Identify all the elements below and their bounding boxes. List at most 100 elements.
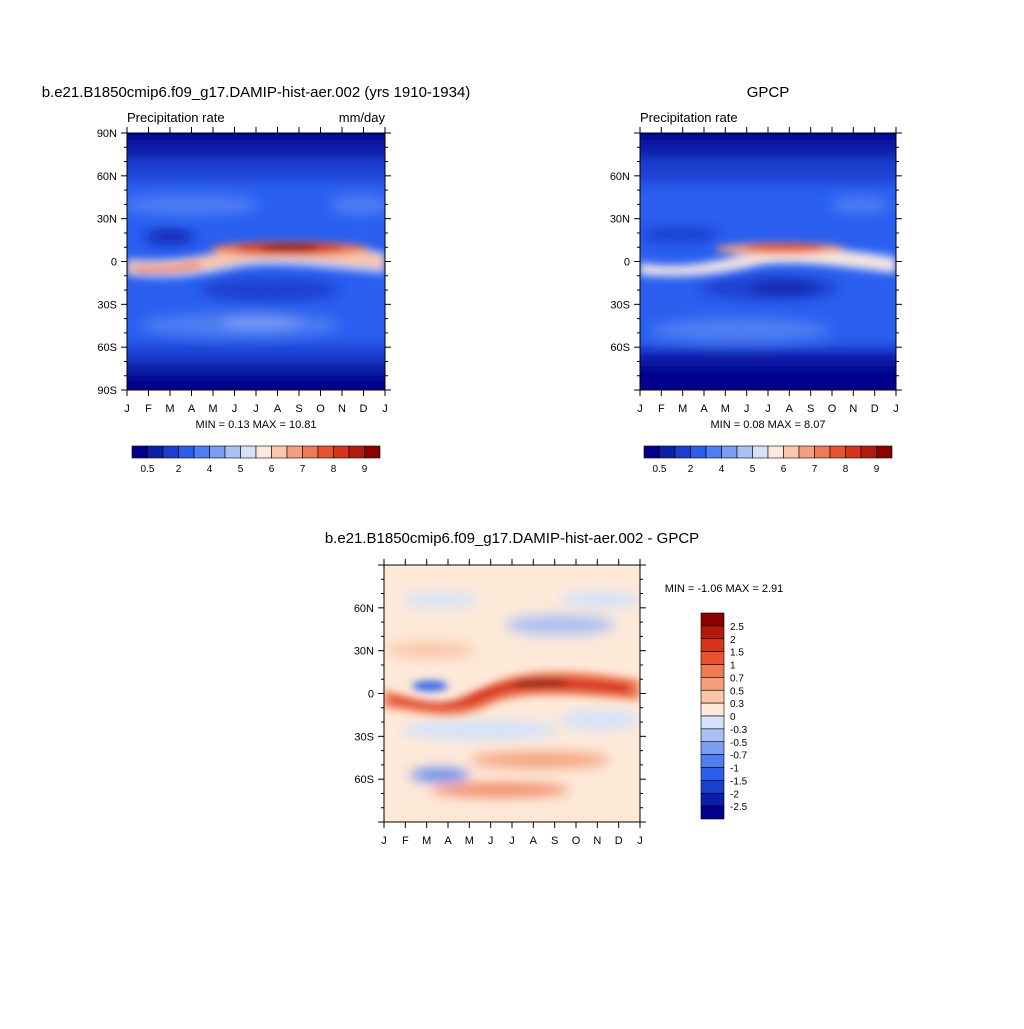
colorbar-swatch bbox=[162, 445, 179, 459]
colorbar-swatch bbox=[224, 445, 241, 459]
x-tick-label: N bbox=[593, 835, 601, 847]
colorbar-swatch bbox=[131, 445, 148, 459]
x-tick-label: O bbox=[828, 403, 837, 415]
colorbar-swatch bbox=[271, 445, 288, 459]
y-tick-label: 60N bbox=[354, 603, 374, 615]
colorbar-swatch bbox=[700, 780, 725, 794]
panel-model: b.e21.B1850cmip6.f09_g17.DAMIP-hist-aer.… bbox=[42, 84, 471, 431]
panel-diff-stats: MIN = -1.06 MAX = 2.91 bbox=[665, 583, 784, 595]
colorbar-swatch bbox=[317, 445, 334, 459]
y-tick-label: 30N bbox=[610, 214, 630, 226]
y-tick-label: 60S bbox=[610, 342, 630, 354]
colorbar-label: 0.5 bbox=[653, 464, 667, 475]
x-tick-label: M bbox=[721, 403, 730, 415]
colorbar-swatch bbox=[860, 445, 877, 459]
x-tick-label: A bbox=[274, 403, 282, 415]
colorbar-swatch bbox=[147, 445, 164, 459]
x-tick-label: S bbox=[295, 403, 302, 415]
colorbar-swatch bbox=[752, 445, 769, 459]
colorbar-swatch bbox=[178, 445, 195, 459]
colorbar-label: 5 bbox=[750, 464, 756, 475]
colorbar-swatch bbox=[348, 445, 365, 459]
x-tick-label: D bbox=[615, 835, 623, 847]
x-tick-label: A bbox=[786, 403, 794, 415]
colorbar-label: -2.5 bbox=[730, 802, 748, 813]
x-tick-label: J bbox=[253, 403, 259, 415]
colorbar-label: -0.7 bbox=[730, 751, 748, 762]
x-tick-label: N bbox=[338, 403, 346, 415]
colorbar-label: 9 bbox=[874, 464, 880, 475]
colorbar-label: 0.5 bbox=[730, 686, 744, 697]
colorbar-label: 2 bbox=[730, 635, 736, 646]
colorbar-swatch bbox=[700, 805, 725, 820]
colorbar-label: 2 bbox=[688, 464, 694, 475]
x-tick-label: J bbox=[637, 835, 643, 847]
colorbar-label: -0.5 bbox=[730, 738, 748, 749]
y-tick-label: 0 bbox=[368, 689, 374, 701]
colorbar-model: 0.5 2 4 5 6 7 8 9 bbox=[131, 445, 381, 475]
x-tick-label: J bbox=[744, 403, 750, 415]
x-tick-label: J bbox=[488, 835, 494, 847]
x-tick-label: J bbox=[509, 835, 515, 847]
colorbar-diff: 2.5 2 1.5 10.7 0.5 0.3 0 -0.3 -0.5 -0.7 -1-1.5 -2 -2… bbox=[700, 612, 748, 820]
colorbar-label: -1.5 bbox=[730, 776, 748, 787]
colorbar-swatch bbox=[700, 767, 725, 781]
x-tick-label: J bbox=[765, 403, 771, 415]
x-tick-label: M bbox=[422, 835, 431, 847]
panel-gpcp-title: GPCP bbox=[747, 84, 790, 101]
panel-gpcp-field bbox=[640, 133, 896, 390]
colorbar-label: 9 bbox=[362, 464, 368, 475]
x-tick-label: O bbox=[572, 835, 581, 847]
colorbar-label: 2 bbox=[176, 464, 182, 475]
panel-model-stats: MIN = 0.13 MAX = 10.81 bbox=[195, 419, 316, 431]
x-tick-label: J bbox=[893, 403, 899, 415]
y-tick-label: 60N bbox=[610, 171, 630, 183]
colorbar-swatch bbox=[700, 677, 725, 691]
colorbar-swatch bbox=[700, 651, 725, 665]
colorbar-swatch bbox=[700, 715, 725, 730]
x-tick-label: O bbox=[316, 403, 325, 415]
y-tick-label: 30N bbox=[97, 214, 117, 226]
colorbar-label: 1.5 bbox=[730, 648, 744, 659]
x-tick-label: A bbox=[444, 835, 452, 847]
panel-gpcp-variable-label: Precipitation rate bbox=[640, 110, 738, 125]
colorbar-swatch bbox=[700, 664, 725, 678]
x-tick-label: J bbox=[232, 403, 238, 415]
x-tick-label: A bbox=[700, 403, 708, 415]
panel-gpcp-stats: MIN = 0.08 MAX = 8.07 bbox=[711, 419, 826, 431]
colorbar-swatch bbox=[659, 445, 676, 459]
y-tick-label: 30N bbox=[354, 646, 374, 658]
colorbar-swatch bbox=[798, 445, 815, 459]
panel-gpcp-axes: J F M A M J J A S O N D J 60N 30N 0 30S 60S bbox=[610, 127, 902, 415]
panel-diff-axes: J F M A M J J A S O N D J 60N 30N 0 30S 60S bbox=[354, 559, 646, 847]
colorbar-swatch bbox=[333, 445, 350, 459]
colorbar-label: 4 bbox=[719, 464, 725, 475]
x-tick-label: S bbox=[551, 835, 558, 847]
colorbar-swatch bbox=[700, 754, 725, 768]
colorbar-swatch bbox=[690, 445, 707, 459]
x-tick-label: S bbox=[807, 403, 814, 415]
panel-gpcp: GPCP Precipitation rate bbox=[610, 84, 902, 431]
panel-diff-field bbox=[384, 565, 640, 822]
x-tick-label: D bbox=[360, 403, 368, 415]
colorbar-gpcp: 0.5 2 4 5 6 7 8 9 bbox=[643, 445, 893, 475]
colorbar-label: 0 bbox=[730, 712, 736, 723]
colorbar-swatch bbox=[643, 445, 660, 459]
colorbar-swatch bbox=[736, 445, 753, 459]
y-tick-label: 30S bbox=[610, 299, 630, 311]
colorbar-label: 6 bbox=[269, 464, 275, 475]
colorbar-swatch bbox=[845, 445, 862, 459]
x-tick-label: J bbox=[381, 835, 387, 847]
x-tick-label: A bbox=[188, 403, 196, 415]
colorbar-swatch bbox=[193, 445, 210, 459]
colorbar-swatch bbox=[767, 445, 784, 459]
colorbar-label: -2 bbox=[730, 789, 739, 800]
panel-diff-title: b.e21.B1850cmip6.f09_g17.DAMIP-hist-aer.… bbox=[325, 530, 699, 547]
colorbar-swatch bbox=[705, 445, 722, 459]
panel-model-title: b.e21.B1850cmip6.f09_g17.DAMIP-hist-aer.… bbox=[42, 84, 471, 101]
colorbar-swatch bbox=[700, 792, 725, 807]
colorbar-label: 0.5 bbox=[141, 464, 155, 475]
colorbar-label: 8 bbox=[843, 464, 849, 475]
panel-diff: b.e21.B1850cmip6.f09_g17.DAMIP-hist-aer.… bbox=[325, 530, 784, 847]
